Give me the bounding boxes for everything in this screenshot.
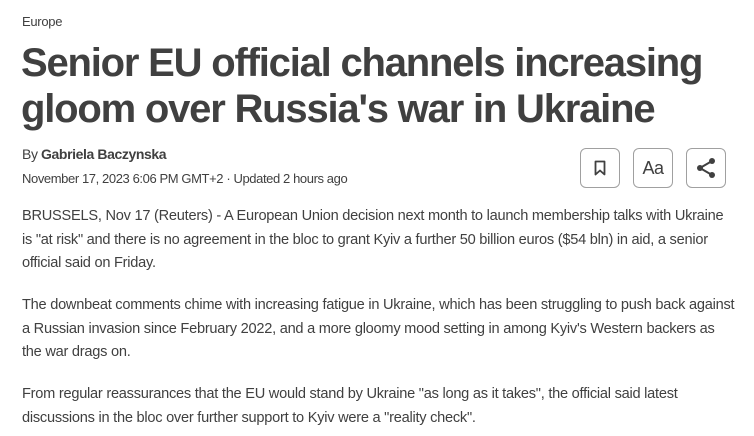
author-link[interactable]: Gabriela Baczynska bbox=[41, 146, 167, 162]
paragraph: The downbeat comments chime with increas… bbox=[22, 297, 735, 360]
section-link[interactable]: Europe bbox=[22, 14, 63, 29]
font-size-button[interactable]: Aa bbox=[633, 148, 673, 188]
byline-prefix: By bbox=[22, 146, 38, 162]
article-headline: Senior EU official channels increasing g… bbox=[21, 41, 703, 131]
share-icon bbox=[697, 158, 715, 178]
dateline: November 17, 2023 6:06 PM GMT+2 · Update… bbox=[22, 171, 348, 186]
paragraph: BRUSSELS, Nov 17 (Reuters) - A European … bbox=[22, 208, 724, 271]
bookmark-icon bbox=[594, 160, 606, 176]
paragraph: From regular reassurances that the EU wo… bbox=[22, 386, 678, 426]
byline: By Gabriela Baczynska bbox=[22, 146, 167, 162]
share-button[interactable] bbox=[686, 148, 726, 188]
bookmark-button[interactable] bbox=[580, 148, 620, 188]
font-size-label: Aa bbox=[642, 157, 664, 178]
